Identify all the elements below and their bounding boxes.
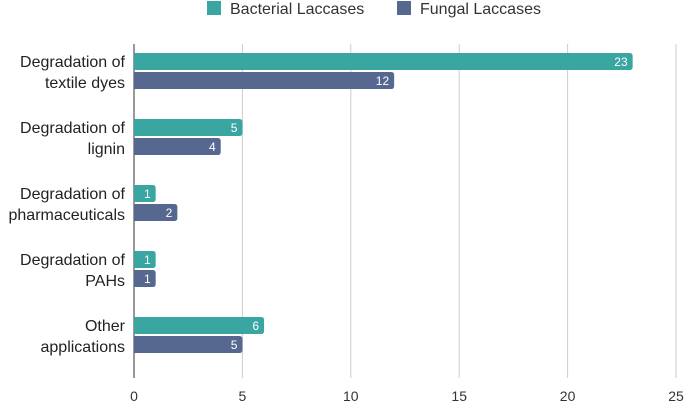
category-label-0-line-1: textile dyes: [45, 75, 125, 92]
bars: 23 5 1 1 6 12 4 2 1 5: [134, 53, 633, 353]
x-tick-label: 5: [239, 388, 247, 404]
x-axis-ticks: 0 5 10 15 20 25: [130, 388, 684, 404]
x-tick-label: 15: [451, 388, 467, 404]
legend-swatch-fungal: [397, 1, 411, 15]
fungal-bar-4: [134, 336, 243, 353]
fungal-bar-0: [134, 72, 395, 89]
category-labels: Degradation of textile dyes Degradation of…: [9, 54, 126, 356]
bacterial-bar-3: [134, 251, 156, 268]
bacterial-bar-label-4: 6: [252, 319, 259, 333]
category-label-1-line-0: Degradation of: [20, 120, 126, 137]
legend-label-fungal: Fungal Laccases: [420, 1, 541, 18]
category-label-3-line-1: PAHs: [85, 273, 125, 290]
x-tick-label: 10: [343, 388, 359, 404]
legend-label-bacterial: Bacterial Laccases: [230, 1, 364, 18]
x-tick-label: 20: [560, 388, 576, 404]
fungal-bar-label-0: 12: [376, 74, 390, 88]
bacterial-bar-2: [134, 185, 156, 202]
category-label-4-line-0: Other: [85, 318, 126, 335]
bacterial-bar-0: [134, 53, 633, 70]
legend-swatch-bacterial: [207, 1, 221, 15]
x-tick-label: 0: [130, 388, 138, 404]
legend: Bacterial Laccases Fungal Laccases: [207, 1, 541, 18]
category-label-1-line-1: lignin: [88, 141, 125, 158]
bacterial-bar-label-1: 5: [231, 121, 238, 135]
fungal-bar-label-4: 5: [231, 338, 238, 352]
bacterial-bar-4: [134, 317, 265, 334]
category-label-2-line-0: Degradation of: [20, 186, 126, 203]
fungal-bar-label-3: 1: [144, 272, 151, 286]
category-label-3-line-0: Degradation of: [20, 252, 126, 269]
bacterial-bar-label-0: 23: [614, 55, 628, 69]
fungal-bar-3: [134, 270, 156, 287]
bacterial-bar-label-2: 1: [144, 187, 151, 201]
fungal-bar-label-2: 2: [166, 206, 173, 220]
bacterial-bar-1: [134, 119, 243, 136]
category-label-0-line-0: Degradation of: [20, 54, 126, 71]
fungal-bar-1: [134, 138, 221, 155]
fungal-bar-2: [134, 204, 178, 221]
x-tick-label: 25: [668, 388, 684, 404]
bacterial-bar-label-3: 1: [144, 253, 151, 267]
fungal-bar-label-1: 4: [209, 140, 216, 154]
category-label-4-line-1: applications: [41, 339, 126, 356]
category-label-2-line-1: pharmaceuticals: [9, 207, 126, 224]
